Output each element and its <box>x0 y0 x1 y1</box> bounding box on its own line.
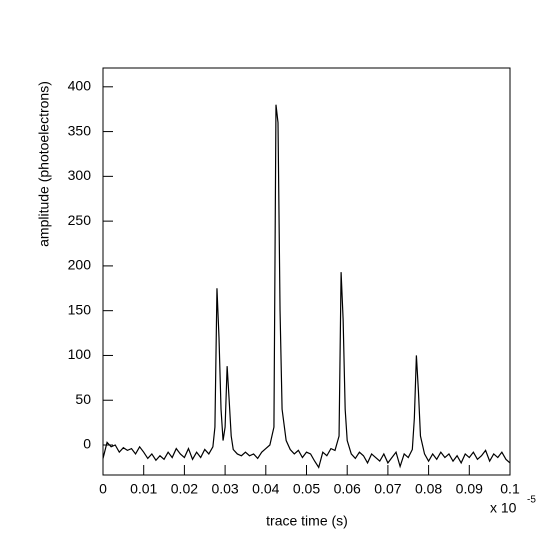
x-exponent: -5 <box>527 495 536 506</box>
trace-line <box>102 104 511 469</box>
x-tick-label: 0.08 <box>415 481 442 497</box>
x-axis-label: trace time (s) <box>266 513 348 529</box>
x-tick-label: 0.03 <box>211 481 238 497</box>
x-tick-label: 0.05 <box>293 481 320 497</box>
y-tick-label: 200 <box>68 257 92 273</box>
x-tick-label: 0.07 <box>374 481 401 497</box>
y-axis-label: amplitude (photoelectrons) <box>36 81 52 247</box>
x-tick-label: 0.01 <box>130 481 157 497</box>
y-tick-label: 50 <box>75 391 91 407</box>
x-tick-label: 0.06 <box>334 481 361 497</box>
y-tick-label: 350 <box>68 122 92 138</box>
x-tick-label: 0.02 <box>171 481 198 497</box>
y-tick-label: 250 <box>68 212 92 228</box>
x-tick-label: 0.1 <box>500 481 520 497</box>
y-tick-label: 300 <box>68 167 92 183</box>
y-tick-label: 150 <box>68 301 92 317</box>
y-tick-label: 400 <box>68 78 92 94</box>
plot-frame <box>102 67 511 476</box>
x-tick-label: 0 <box>99 481 107 497</box>
y-tick-label: 100 <box>68 346 92 362</box>
x-multiplier: x 10 <box>490 500 517 516</box>
x-tick-label: 0.04 <box>252 481 279 497</box>
x-tick-label: 0.09 <box>456 481 483 497</box>
y-tick-label: 0 <box>83 436 91 452</box>
